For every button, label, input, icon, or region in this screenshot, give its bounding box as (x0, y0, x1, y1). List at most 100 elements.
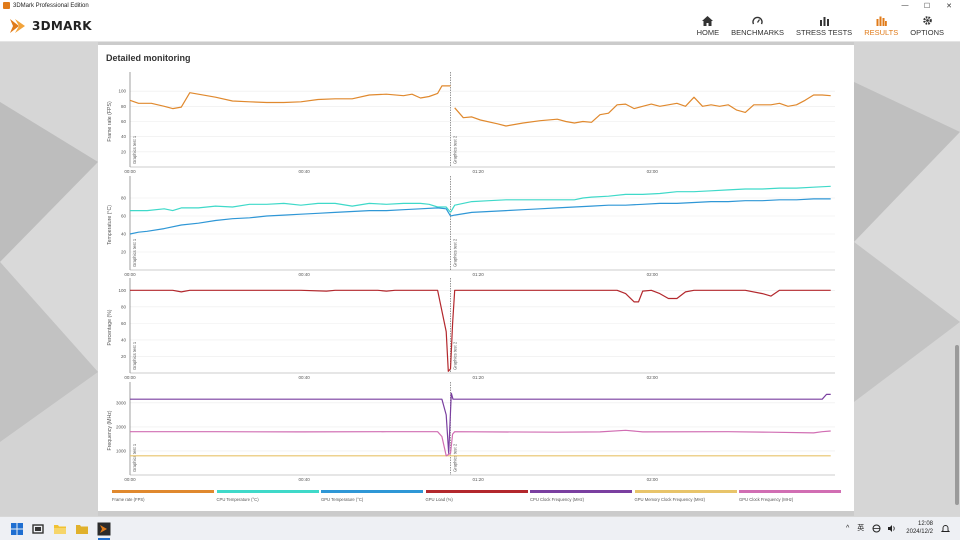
tray-overflow-chevron[interactable]: ^ (846, 524, 850, 532)
nav-home[interactable]: HOME (697, 14, 719, 37)
window-title: 3DMark Professional Edition (13, 2, 89, 9)
y-axis-label: Frame rate (FPS) (107, 101, 113, 142)
x-tick-label: 02:00 (647, 272, 659, 277)
nav-stress-tests[interactable]: STRESS TESTS (796, 14, 852, 37)
logo-mark-icon (10, 19, 25, 33)
legend-item-gpu-load[interactable]: GPU Load (%) (425, 490, 528, 502)
y-axis-label: Percentage (%) (107, 309, 113, 345)
y-tick-label: 100 (118, 288, 126, 293)
3dmark-taskbar-icon[interactable] (97, 522, 111, 536)
y-tick-label: 1000 (116, 448, 127, 453)
chart-legend: Frame rate (FPS) CPU Temperature (°C) GPU … (112, 490, 842, 504)
main-nav: HOME BENCHMARKS STRESS TESTS RESULTS OPT… (685, 14, 944, 37)
series-line-gpu-temperature-c (129, 207, 452, 235)
ime-indicator[interactable]: 英 (857, 525, 865, 532)
series-line-gpu-clock-frequency-mhz (130, 429, 831, 457)
y-tick-label: 2000 (116, 424, 127, 429)
maximize-button[interactable]: ☐ (923, 2, 931, 10)
page-scrollbar[interactable] (955, 345, 959, 505)
x-tick-label: 01:20 (473, 272, 485, 277)
chart-temperature-c: 20 40 60 80 00:00 00:40 01:20 02:00 Temperature … (107, 176, 835, 277)
series-line-gpu-temperature-c (450, 198, 831, 217)
nav-stress-tests-label: STRESS TESTS (796, 28, 853, 37)
windows-start-icon[interactable] (10, 522, 24, 536)
chart-frame-rate-fps: 20 40 60 80 100 00:00 00:40 01:20 02:00 Frame rat… (107, 72, 835, 174)
brand-name: 3DMARK (32, 19, 92, 33)
legend-item-cpu-temperature-c[interactable]: CPU Temperature (°C) (216, 490, 319, 502)
legend-swatch (216, 490, 319, 493)
brand-logo[interactable]: 3DMARK (9, 17, 92, 35)
folder-icon[interactable] (75, 522, 89, 536)
nav-results-label: RESULTS (864, 28, 899, 37)
x-tick-label: 00:00 (124, 477, 136, 482)
gauge-icon (751, 14, 765, 27)
legend-swatch (321, 490, 423, 493)
file-explorer-icon[interactable] (53, 522, 67, 536)
window-controls: — ☐ ✕ (894, 0, 960, 11)
legend-label: Frame rate (FPS) (112, 497, 145, 502)
y-tick-label: 60 (121, 119, 127, 124)
window-title-bar: 3DMark Professional Edition — ☐ ✕ (0, 0, 960, 11)
bars-icon (817, 14, 831, 27)
detailed-monitoring-panel: Detailed monitoring (98, 45, 854, 511)
active-app-indicator (98, 538, 110, 540)
task-view-icon[interactable] (31, 522, 45, 536)
y-tick-label: 60 (121, 214, 127, 219)
legend-label: CPU Temperature (°C) (216, 497, 259, 502)
volume-icon[interactable] (887, 524, 896, 533)
network-icon[interactable] (872, 524, 881, 533)
windows-taskbar: ^ 英 12:08 2024/12/2 (0, 516, 960, 540)
legend-swatch (739, 490, 841, 493)
test-label: Graphics test 1 (132, 238, 137, 267)
x-tick-label: 00:00 (124, 272, 136, 277)
legend-item-gpu-temperature-c[interactable]: GPU Temperature (°C) (321, 490, 423, 502)
y-tick-label: 3000 (116, 400, 127, 405)
test-label: Graphics test 2 (452, 135, 457, 164)
nav-results[interactable]: RESULTS (864, 14, 898, 37)
x-tick-label: 01:20 (473, 375, 485, 380)
chart-frequency-mhz: 1000 2000 3000 00:00 00:40 01:20 02:00 Frequenc… (107, 382, 835, 482)
legend-item-cpu-clock-frequency-mhz[interactable]: CPU Clock Frequency (MHz) (530, 490, 632, 502)
home-icon (701, 14, 715, 27)
y-tick-label: 80 (121, 104, 127, 109)
series-line-frame-rate-fps (454, 94, 831, 127)
legend-swatch (634, 490, 737, 493)
test-label: Graphics test 1 (132, 135, 137, 164)
series-line-cpu-temperature-c (130, 202, 451, 213)
nav-options[interactable]: OPTIONS (910, 14, 944, 37)
y-tick-label: 20 (121, 250, 127, 255)
y-tick-label: 80 (121, 196, 127, 201)
legend-item-frame-rate-fps[interactable]: Frame rate (FPS) (112, 490, 214, 502)
x-tick-label: 00:00 (124, 169, 136, 174)
system-tray: ^ 英 12:08 2024/12/2 (838, 520, 950, 536)
close-button[interactable]: ✕ (946, 2, 952, 10)
x-tick-label: 02:00 (647, 477, 659, 482)
taskbar-clock[interactable]: 12:08 2024/12/2 (906, 520, 933, 536)
legend-swatch (425, 490, 528, 493)
legend-item-gpu-clock-frequency-mhz[interactable]: GPU Clock Frequency (MHz) (739, 490, 841, 502)
results-icon (874, 14, 888, 27)
legend-item-gpu-memory-clock-frequency-mhz[interactable]: GPU Memory Clock Frequency (MHz) (634, 490, 737, 502)
section-title: Detailed monitoring (106, 53, 191, 63)
gear-icon (920, 14, 934, 27)
clock-date: 2024/12/2 (906, 529, 933, 535)
legend-label: GPU Load (%) (425, 497, 453, 502)
y-axis-label: Frequency (MHz) (107, 410, 113, 450)
nav-benchmarks[interactable]: BENCHMARKS (731, 14, 784, 37)
test-label: Graphics test 2 (452, 341, 457, 370)
test-label: Graphics test 1 (132, 341, 137, 370)
minimize-button[interactable]: — (901, 2, 909, 9)
test-label: Graphics test 2 (452, 443, 457, 472)
y-tick-label: 40 (121, 337, 127, 342)
y-tick-label: 40 (121, 232, 127, 237)
notification-bell-icon[interactable] (941, 524, 950, 533)
y-tick-label: 80 (121, 304, 127, 309)
x-tick-label: 00:40 (298, 272, 310, 277)
x-tick-label: 00:00 (124, 375, 136, 380)
legend-swatch (530, 490, 632, 493)
legend-label: GPU Memory Clock Frequency (MHz) (634, 497, 706, 502)
test-label: Graphics test 2 (452, 238, 457, 267)
x-tick-label: 01:20 (473, 169, 485, 174)
legend-label: CPU Clock Frequency (MHz) (530, 497, 584, 502)
